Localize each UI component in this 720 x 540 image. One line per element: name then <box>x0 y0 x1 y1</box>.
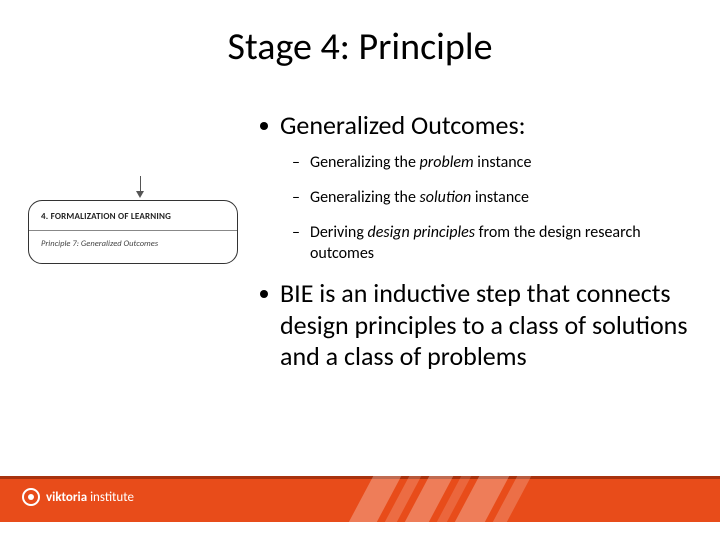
content-area: Generalized Outcomes: – Generalizing the… <box>260 110 690 384</box>
text-pre: Deriving <box>310 223 368 242</box>
logo-text: viktoria institute <box>46 490 134 505</box>
text-pre: Generalizing the <box>310 153 420 172</box>
arrow-down-icon <box>136 176 144 198</box>
diagram-box-title: 4. FORMALIZATION OF LEARNING <box>41 211 225 222</box>
footer-stripes-decor <box>341 476 578 522</box>
text-em: design principles <box>367 223 475 242</box>
logo-icon <box>22 488 40 506</box>
bullet-generalized-outcomes: Generalized Outcomes: <box>260 110 690 141</box>
brand-bold: viktoria <box>46 490 87 505</box>
text-em: problem <box>420 153 474 172</box>
dash-icon: – <box>292 188 300 209</box>
text-post: instance <box>471 188 529 207</box>
subbullet-problem: – Generalizing the problem instance <box>292 153 690 174</box>
bullet-text: Generalized Outcomes: <box>280 110 526 141</box>
diagram-box: 4. FORMALIZATION OF LEARNING Principle 7… <box>28 200 238 264</box>
footer-logo: viktoria institute <box>22 488 134 506</box>
diagram-box-line: Principle 7: Generalized Outcomes <box>41 239 225 249</box>
text-em: solution <box>420 188 472 207</box>
diagram-formalization: 4. FORMALIZATION OF LEARNING Principle 7… <box>28 200 238 264</box>
footer-accent <box>0 476 720 479</box>
subbullet-solution: – Generalizing the solution instance <box>292 188 690 209</box>
text-post: instance <box>474 153 532 172</box>
text-pre: Generalizing the <box>310 188 420 207</box>
dash-icon: – <box>292 223 300 244</box>
subbullet-text: Generalizing the problem instance <box>310 153 531 174</box>
bullet-bie: BIE is an inductive step that connects d… <box>260 278 690 372</box>
subbullet-text: Generalizing the solution instance <box>310 188 529 209</box>
subbullet-text: Deriving design principles from the desi… <box>310 223 690 265</box>
brand-thin: institute <box>87 490 134 505</box>
bullet-dot-icon <box>260 122 268 130</box>
footer-bar: viktoria institute <box>0 476 720 522</box>
dash-icon: – <box>292 153 300 174</box>
bullet-text: BIE is an inductive step that connects d… <box>280 278 690 372</box>
slide-title: Stage 4: Principle <box>0 24 720 70</box>
slide: { "colors": { "footer_bg": "#e84c1a", "f… <box>0 0 720 540</box>
divider <box>29 230 237 231</box>
bullet-dot-icon <box>260 290 268 298</box>
subbullet-principles: – Deriving design principles from the de… <box>292 223 690 265</box>
